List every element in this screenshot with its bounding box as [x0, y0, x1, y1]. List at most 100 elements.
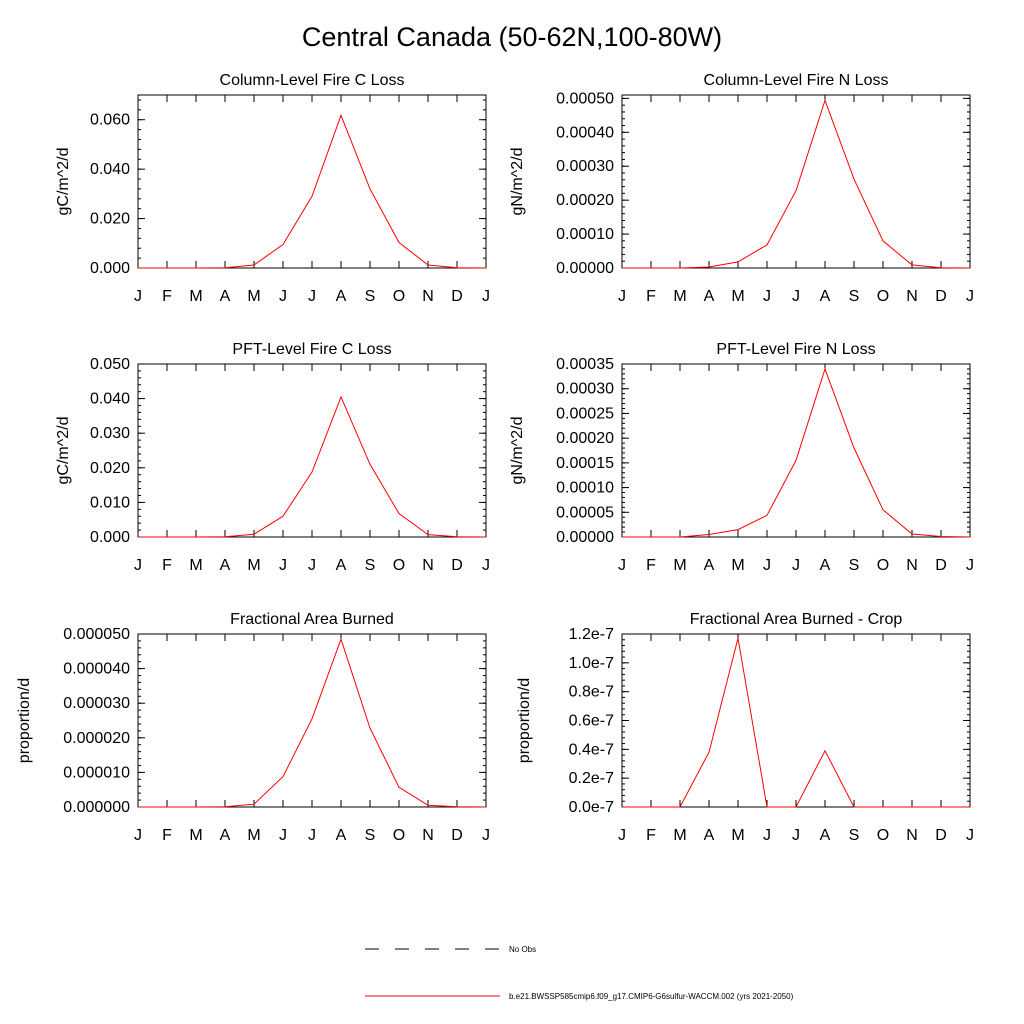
x-tick-label: J: [482, 557, 490, 574]
series-line-1: [138, 637, 487, 808]
y-tick-label: 0.0e-7: [569, 799, 614, 816]
y-tick-label: 0.00020: [556, 430, 614, 447]
y-tick-label: 0.040: [90, 161, 130, 178]
x-tick-label: J: [966, 557, 974, 574]
y-tick-label: 0.00020: [556, 192, 614, 209]
x-tick-label: F: [646, 288, 656, 305]
x-tick-label: D: [451, 827, 463, 844]
chart-panel-6: Fractional Area Burned - Crop proportion/…: [516, 611, 974, 844]
x-tick-label: N: [906, 557, 918, 574]
chart-panel-3: PFT-Level Fire C Loss gC/m^2/d 0.000 0.010 0…: [55, 341, 490, 574]
y-tick-label: 0.000: [90, 260, 130, 277]
x-tick-label: M: [673, 288, 686, 305]
y-tick-label: 0.000040: [63, 661, 130, 678]
x-tick-label: A: [704, 288, 715, 305]
x-tick-label: O: [877, 557, 889, 574]
legend-label-no-obs: No Obs: [509, 945, 536, 954]
x-tick-label: S: [365, 557, 376, 574]
x-tick-label: M: [247, 557, 260, 574]
x-tick-label: J: [308, 288, 316, 305]
x-tick-label: M: [731, 557, 744, 574]
y-tick-label: 0.00030: [556, 158, 614, 175]
x-tick-label: O: [877, 827, 889, 844]
y-tick-label: 0.00000: [556, 260, 614, 277]
x-tick-label: F: [646, 827, 656, 844]
chart-title: PFT-Level Fire C Loss: [232, 341, 391, 358]
plot-frame: [621, 633, 971, 808]
y-tick-label: 0.00015: [556, 455, 614, 472]
x-tick-label: J: [618, 827, 626, 844]
plot-frame: [137, 633, 487, 808]
x-tick-label: N: [422, 827, 434, 844]
x-tick-label: M: [247, 827, 260, 844]
x-tick-label: N: [422, 557, 434, 574]
y-axis-label: proportion/d: [16, 678, 33, 763]
chart-panel-4: PFT-Level Fire N Loss gN/m^2/d 0.00000 0.00…: [509, 341, 974, 574]
y-tick-label: 0.00025: [556, 405, 614, 422]
x-tick-label: J: [966, 827, 974, 844]
chart-panels: Column-Level Fire C Loss gC/m^2/d 0.000 0.0…: [16, 72, 974, 844]
x-tick-label: A: [220, 288, 231, 305]
y-tick-label: 0.010: [90, 494, 130, 511]
x-tick-label: J: [482, 827, 490, 844]
y-tick-label: 0.8e-7: [569, 684, 614, 701]
x-tick-label: N: [906, 827, 918, 844]
x-tick-label: J: [618, 557, 626, 574]
y-tick-label: 1.0e-7: [569, 655, 614, 672]
y-tick-label: 0.00005: [556, 504, 614, 521]
chart-title: Column-Level Fire N Loss: [704, 72, 889, 89]
x-tick-label: O: [877, 288, 889, 305]
y-tick-label: 0.4e-7: [569, 741, 614, 758]
y-tick-label: 0.060: [90, 112, 130, 129]
x-tick-label: J: [792, 827, 800, 844]
x-tick-label: J: [792, 288, 800, 305]
x-tick-label: M: [189, 557, 202, 574]
y-tick-label: 0.030: [90, 425, 130, 442]
y-tick-label: 0.000050: [63, 626, 130, 643]
x-tick-label: M: [731, 827, 744, 844]
plot-frame: [137, 94, 487, 269]
x-tick-label: A: [220, 827, 231, 844]
x-tick-label: D: [451, 288, 463, 305]
y-tick-label: 0.040: [90, 391, 130, 408]
legend-label-model: b.e21.BWSSP585cmip6.f09_g17.CMIP6-G6sulf…: [509, 992, 794, 1001]
x-tick-label: A: [336, 827, 347, 844]
series-line-1: [622, 98, 971, 269]
x-tick-label: O: [393, 827, 405, 844]
x-tick-label: O: [393, 288, 405, 305]
x-tick-label: A: [336, 288, 347, 305]
x-tick-label: N: [422, 288, 434, 305]
x-tick-label: M: [673, 827, 686, 844]
x-tick-label: J: [279, 288, 287, 305]
x-tick-label: J: [763, 557, 771, 574]
x-tick-label: S: [849, 827, 860, 844]
legend: No Obs b.e21.BWSSP585cmip6.f09_g17.CMIP6…: [365, 945, 794, 1001]
y-tick-label: 0.000000: [63, 799, 130, 816]
plot-frame: [137, 363, 487, 538]
x-tick-label: A: [704, 827, 715, 844]
x-tick-label: A: [220, 557, 231, 574]
x-tick-label: D: [451, 557, 463, 574]
y-axis-label: gC/m^2/d: [55, 417, 72, 485]
x-tick-label: A: [820, 827, 831, 844]
y-tick-label: 0.00010: [556, 226, 614, 243]
x-tick-label: D: [935, 557, 947, 574]
plot-frame: [621, 94, 971, 269]
x-tick-label: A: [820, 288, 831, 305]
series-line-1: [622, 367, 971, 538]
x-tick-label: M: [189, 827, 202, 844]
y-axis-label: gC/m^2/d: [55, 148, 72, 216]
y-tick-label: 0.000030: [63, 695, 130, 712]
x-tick-label: S: [849, 557, 860, 574]
y-tick-label: 0.000: [90, 529, 130, 546]
x-tick-label: A: [336, 557, 347, 574]
y-tick-label: 0.000010: [63, 764, 130, 781]
y-tick-label: 0.00040: [556, 124, 614, 141]
x-tick-label: J: [134, 557, 142, 574]
y-tick-label: 0.020: [90, 460, 130, 477]
y-axis-label: gN/m^2/d: [509, 417, 526, 485]
x-tick-label: A: [704, 557, 715, 574]
y-tick-label: 0.6e-7: [569, 713, 614, 730]
x-tick-label: J: [763, 288, 771, 305]
x-tick-label: S: [365, 288, 376, 305]
